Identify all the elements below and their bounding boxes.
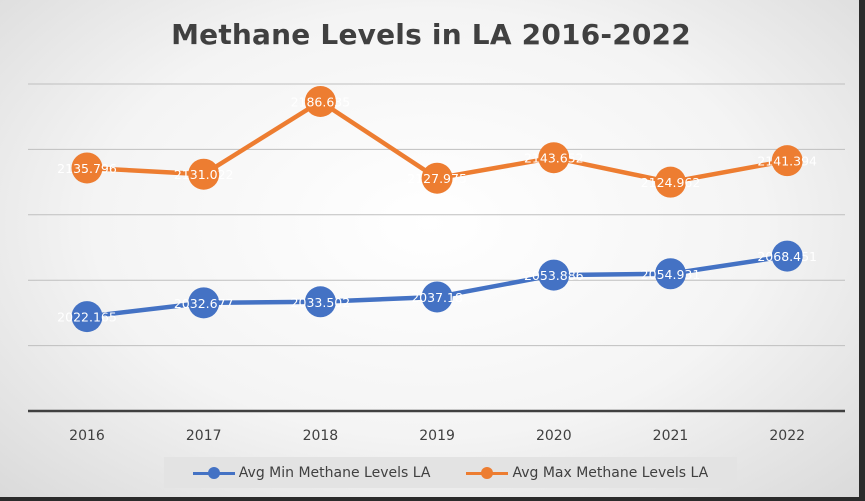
data-label: 2054.931 xyxy=(641,267,701,282)
data-point xyxy=(771,145,803,177)
legend: Avg Min Methane Levels LA Avg Max Methan… xyxy=(164,457,737,488)
x-tick-label: 2018 xyxy=(303,428,339,444)
data-label: 2124.962 xyxy=(641,175,701,190)
legend-swatch-min xyxy=(192,466,235,479)
data-point xyxy=(304,85,336,117)
data-point xyxy=(421,162,453,194)
data-label: 2037.18 xyxy=(411,290,463,305)
x-tick-label: 2017 xyxy=(186,428,222,444)
legend-item-max: Avg Max Methane Levels LA xyxy=(466,465,708,481)
data-label: 2131.022 xyxy=(174,167,234,182)
data-label: 2053.886 xyxy=(524,268,584,283)
data-point xyxy=(655,166,686,198)
data-label: 2127.975 xyxy=(407,171,467,186)
data-label: 2141.394 xyxy=(757,154,817,169)
data-point xyxy=(188,158,220,190)
x-tick-label: 2019 xyxy=(419,428,455,444)
data-label: 2068.451 xyxy=(757,249,817,264)
chart-title: Methane Levels in LA 2016-2022 xyxy=(171,18,691,51)
data-label: 2186.635 xyxy=(291,94,351,109)
data-point xyxy=(71,301,103,333)
data-point xyxy=(655,258,686,290)
x-tick-label: 2020 xyxy=(536,428,572,444)
x-tick-label: 2021 xyxy=(653,428,689,444)
legend-item-min: Avg Min Methane Levels LA xyxy=(192,464,431,481)
x-tick-label: 2022 xyxy=(769,428,805,444)
data-point xyxy=(71,152,103,184)
legend-label-min: Avg Min Methane Levels LA xyxy=(238,464,431,481)
data-point xyxy=(188,287,220,319)
data-label: 2143.652 xyxy=(524,151,584,166)
x-tick-label: 2016 xyxy=(69,428,105,444)
data-point xyxy=(421,281,453,313)
data-point xyxy=(538,142,570,174)
data-label: 2135.796 xyxy=(57,161,117,176)
legend-swatch-max xyxy=(466,466,509,479)
data-point xyxy=(538,259,570,291)
data-point xyxy=(771,240,803,272)
data-label: 2022.165 xyxy=(57,310,117,325)
data-label: 2033.502 xyxy=(291,295,351,310)
legend-label-max: Avg Max Methane Levels LA xyxy=(512,464,709,481)
data-point xyxy=(304,286,336,318)
data-label: 2032.677 xyxy=(174,296,234,311)
